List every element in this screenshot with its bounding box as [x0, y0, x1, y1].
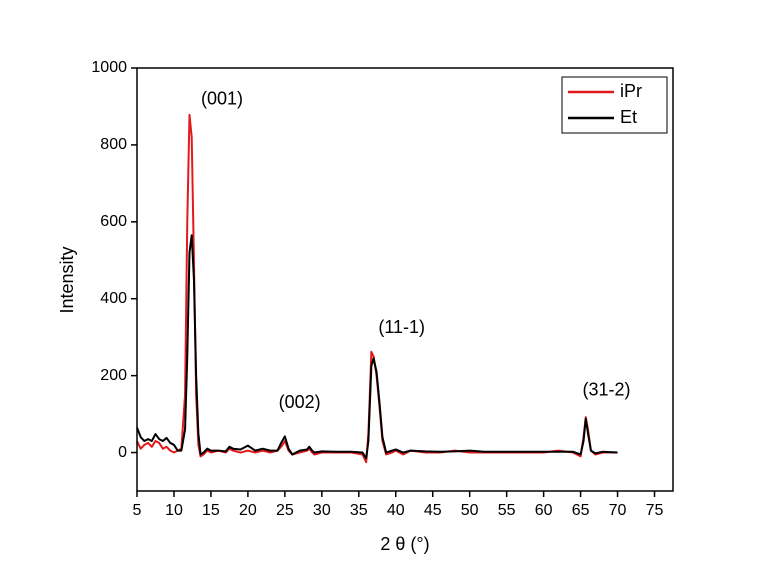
annotation: (001) [201, 89, 243, 109]
data-line [136, 113, 618, 464]
x-tick-label: 40 [387, 502, 405, 519]
legend-label: Et [620, 107, 637, 127]
y-tick-label: 1000 [91, 59, 127, 76]
x-axis-label: 2 θ (°) [380, 534, 429, 554]
x-tick-label: 25 [276, 502, 294, 519]
x-tick-label: 55 [498, 502, 516, 519]
x-tick-label: 65 [572, 502, 590, 519]
x-tick-label: 30 [313, 502, 331, 519]
y-tick-label: 600 [100, 213, 127, 230]
x-tick-label: 5 [133, 502, 142, 519]
x-tick-label: 70 [609, 502, 627, 519]
legend-label: iPr [620, 81, 642, 101]
x-tick-label: 35 [350, 502, 368, 519]
data-line [136, 234, 618, 460]
x-tick-label: 50 [461, 502, 479, 519]
x-tick-label: 10 [165, 502, 183, 519]
x-tick-label: 60 [535, 502, 553, 519]
plot-frame [136, 67, 674, 492]
y-tick-label: 800 [100, 136, 127, 153]
annotation: (11-1) [378, 317, 425, 337]
x-tick-label: 20 [239, 502, 257, 519]
legend-box [561, 76, 668, 134]
x-tick-label: 45 [424, 502, 442, 519]
y-tick-label: 0 [118, 444, 127, 461]
y-axis-label: Intensity [57, 246, 77, 313]
annotation: (31-2) [582, 379, 630, 399]
x-tick-label: 75 [646, 502, 664, 519]
y-tick-label: 400 [100, 290, 127, 307]
y-tick-label: 200 [100, 367, 127, 384]
annotation: (002) [279, 392, 321, 412]
x-tick-label: 15 [202, 502, 220, 519]
